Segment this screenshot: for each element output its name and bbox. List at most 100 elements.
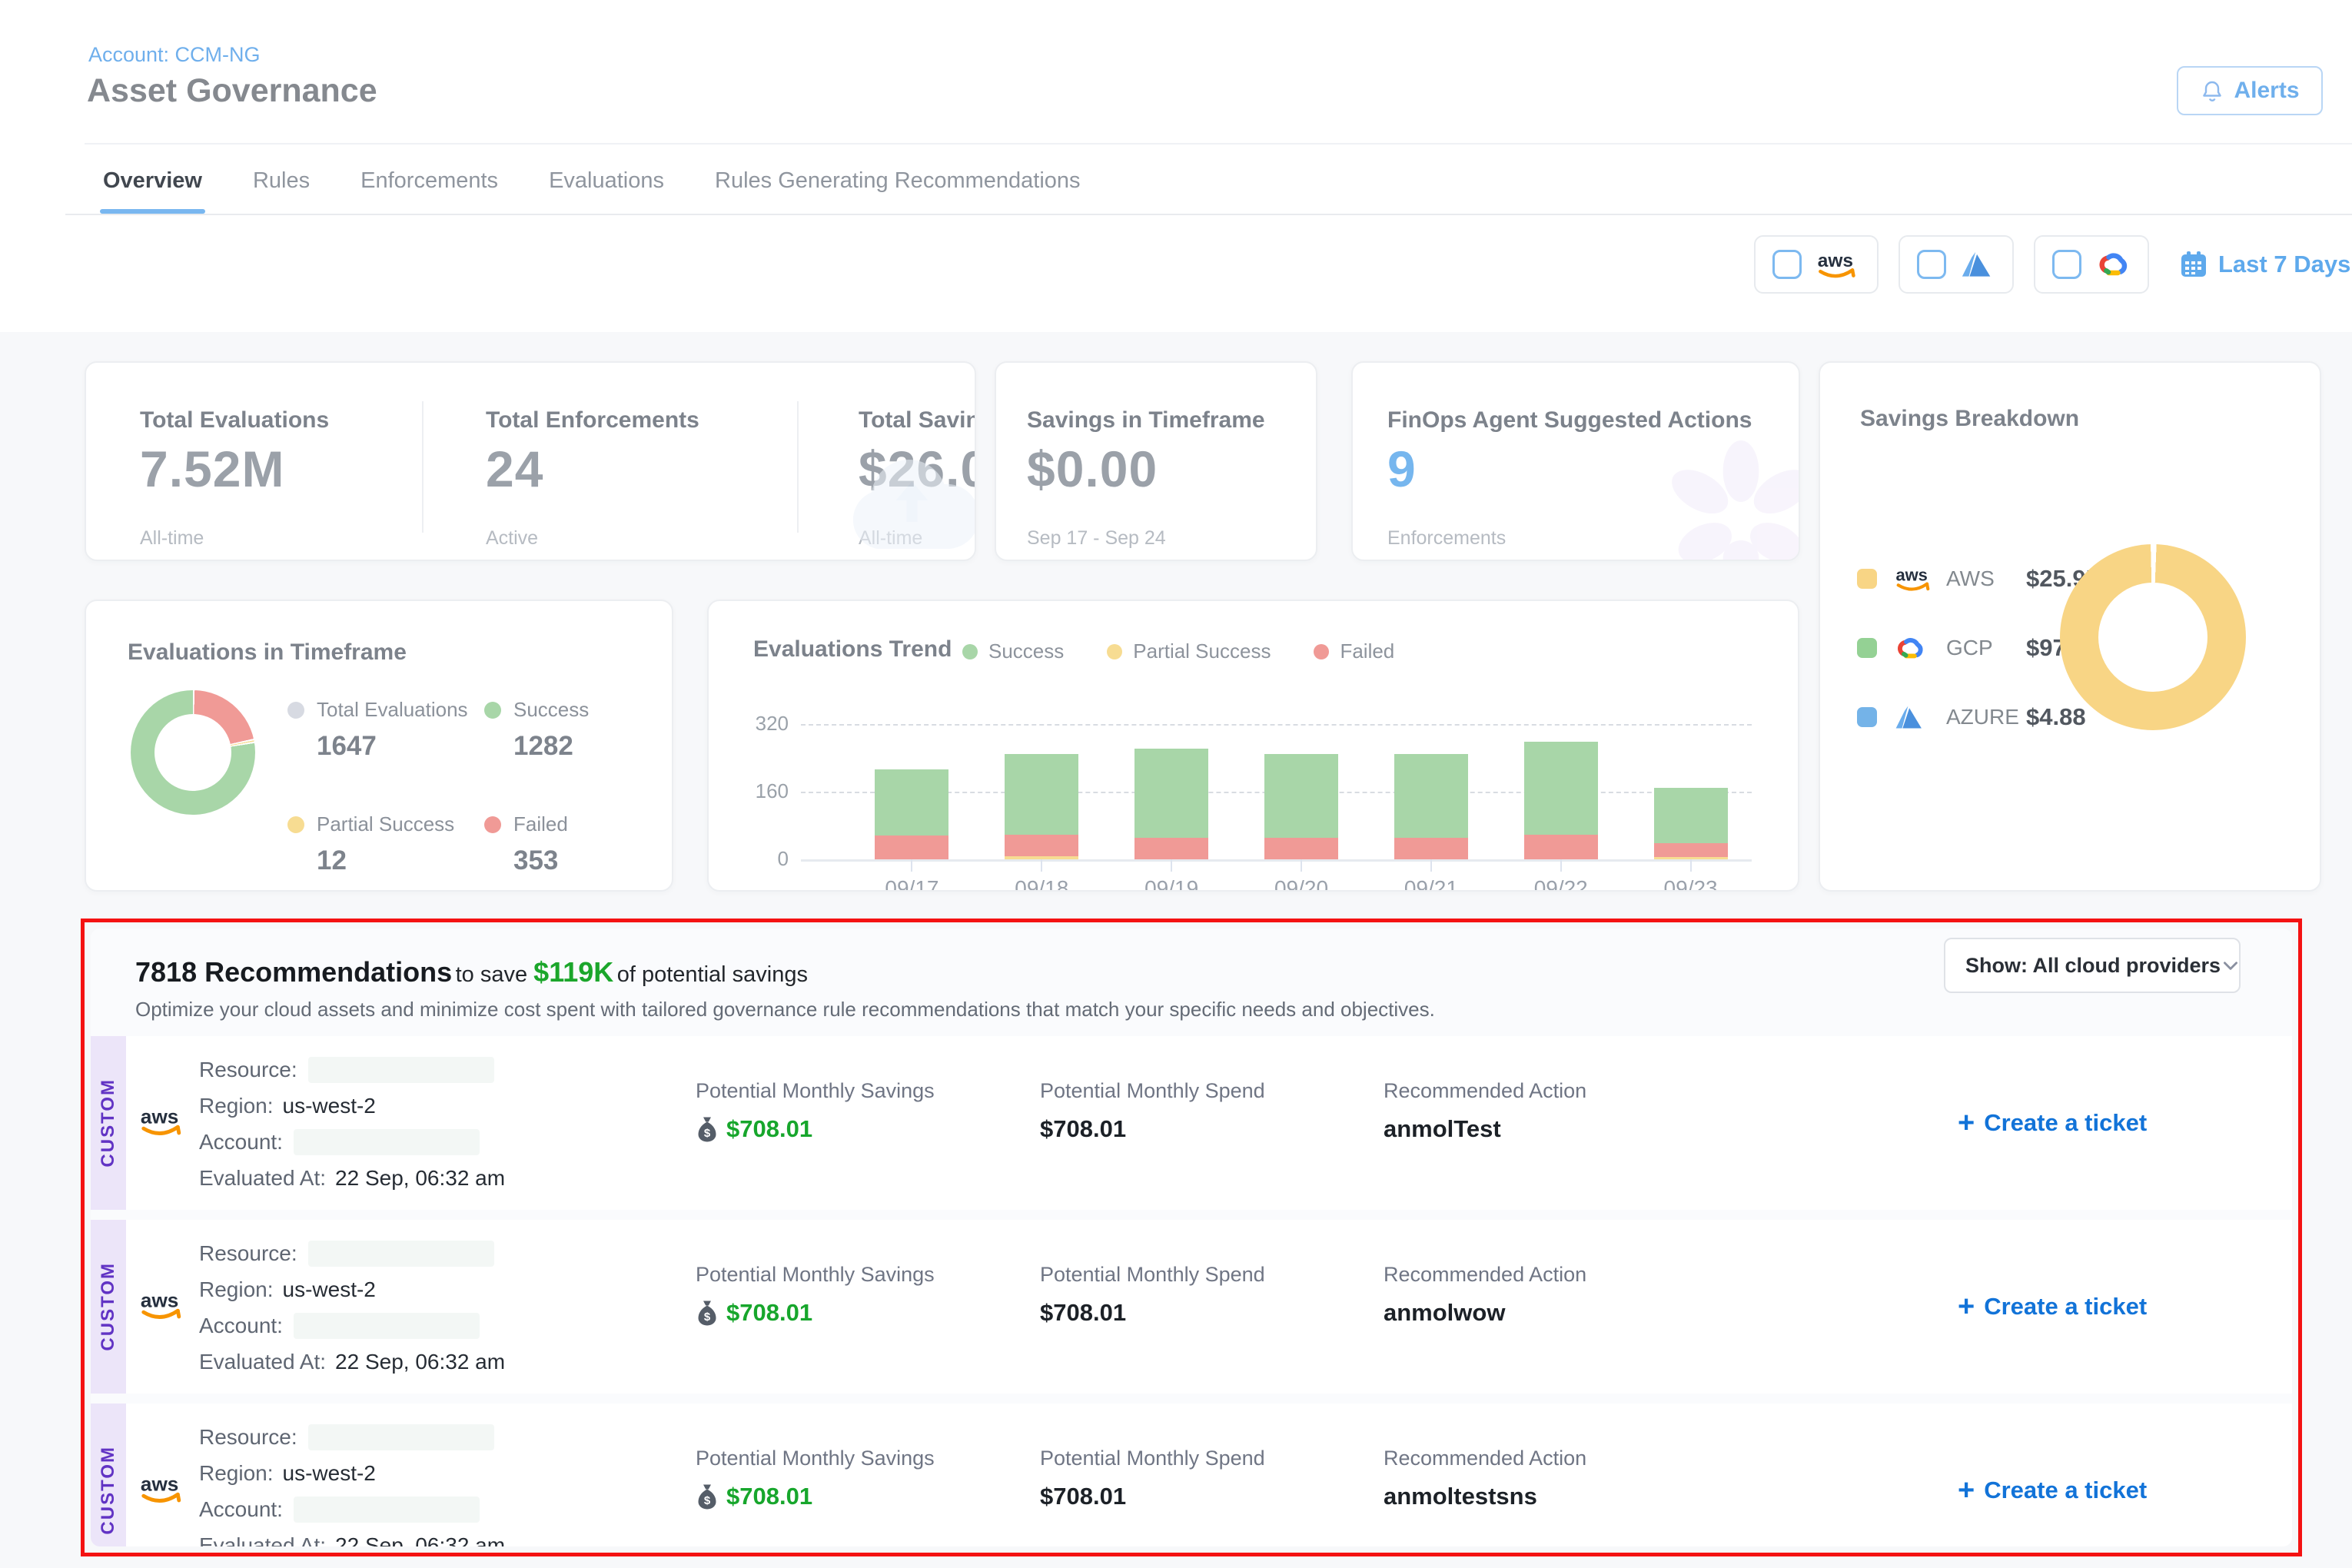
svg-text:$: $ xyxy=(704,1127,711,1140)
segment-success xyxy=(1394,754,1468,838)
y-tick-label: 0 xyxy=(739,847,789,871)
card-title: Savings Breakdown xyxy=(1860,406,2079,432)
evaluations-donut xyxy=(131,690,255,815)
aws-checkbox[interactable] xyxy=(1772,250,1802,279)
bell-icon xyxy=(2200,78,2224,103)
potential-monthly-savings: Potential Monthly Savings $$708.01 xyxy=(696,1447,935,1510)
recommended-action: Recommended Action anmolTest xyxy=(1384,1079,1586,1143)
tab-enforcements[interactable]: Enforcements xyxy=(357,158,501,214)
stat-title: Savings in Timeframe xyxy=(1027,407,1265,434)
tab-overview[interactable]: Overview xyxy=(100,158,205,214)
tabs-baseline xyxy=(65,214,2352,215)
alerts-button[interactable]: Alerts xyxy=(2177,66,2323,115)
legend-item-success: Success 1282 xyxy=(484,698,673,762)
calendar-icon xyxy=(2180,251,2207,278)
potential-monthly-savings: Potential Monthly Savings $$708.01 xyxy=(696,1263,935,1327)
stacked-bar-09-22 xyxy=(1524,742,1598,859)
redacted-account-value xyxy=(294,1313,480,1339)
potential-savings-amount: $119K xyxy=(533,956,613,988)
account-breadcrumb[interactable]: Account: CCM-NG xyxy=(88,43,261,67)
provider-filter-aws[interactable]: aws xyxy=(1754,235,1879,294)
recommendation-row-body: aws Resource: Region:us-west-2 Account: … xyxy=(126,1220,2292,1394)
provider-filter-azure[interactable] xyxy=(1899,235,2014,294)
tab-bar: Overview Rules Enforcements Evaluations Rule… xyxy=(100,158,1084,214)
x-label-cell: 09/20 xyxy=(1237,859,1367,892)
stacked-bar-09-19 xyxy=(1134,749,1208,859)
create-ticket-button[interactable]: + Create a ticket xyxy=(1958,1109,2147,1137)
bar-slot-09-17 xyxy=(847,716,977,859)
tab-rules[interactable]: Rules xyxy=(250,158,313,214)
bar-slot-09-20 xyxy=(1237,716,1367,859)
flower-watermark-icon xyxy=(1664,440,1800,561)
legend-dot xyxy=(962,644,978,659)
stat-divider xyxy=(422,401,424,533)
x-label-cell: 09/21 xyxy=(1366,859,1496,892)
recommendations-highlight-region: 7818 Recommendations to save $119K of po… xyxy=(81,919,2302,1556)
recommended-action: Recommended Action anmolwow xyxy=(1384,1263,1586,1327)
stacked-bar-09-21 xyxy=(1394,754,1468,859)
header-divider xyxy=(85,143,2352,145)
money-bag-icon: $ xyxy=(696,1116,719,1142)
x-tick xyxy=(1301,859,1302,872)
recommended-action: Recommended Action anmoltestsns xyxy=(1384,1447,1586,1510)
finops-agent-card: FinOps Agent Suggested Actions 9 Enforce… xyxy=(1351,361,1800,561)
trend-bars xyxy=(847,716,1756,859)
recommendation-row: CUSTOM aws Resource: Region:us-west-2 Ac… xyxy=(91,1404,2292,1546)
money-bag-icon: $ xyxy=(696,1483,719,1510)
azure-logo-icon xyxy=(1960,249,1995,280)
x-tick xyxy=(1430,859,1432,872)
plus-icon: + xyxy=(1958,1111,1975,1134)
bar-slot-09-22 xyxy=(1496,716,1626,859)
create-ticket-button[interactable]: + Create a ticket xyxy=(1958,1293,2147,1321)
recommendations-subtitle: Optimize your cloud assets and minimize … xyxy=(135,998,2247,1022)
bar-slot-09-18 xyxy=(977,716,1107,859)
potential-monthly-savings: Potential Monthly Savings $$708.01 xyxy=(696,1079,935,1143)
azure-checkbox[interactable] xyxy=(1917,250,1946,279)
date-range-filter[interactable]: Last 7 Days xyxy=(2180,251,2352,278)
aws-logo-icon: aws xyxy=(138,1473,186,1508)
stat-title: Total Evaluations xyxy=(140,407,329,434)
bar-slot-09-19 xyxy=(1107,716,1237,859)
tab-rules-generating-recommendations[interactable]: Rules Generating Recommendations xyxy=(712,158,1084,214)
stacked-bar-09-18 xyxy=(1005,754,1078,859)
x-label-cell: 09/22 xyxy=(1496,859,1626,892)
legend-item-failed: Failed 353 xyxy=(484,812,673,876)
redacted-resource-value xyxy=(308,1424,494,1450)
segment-success xyxy=(1134,749,1208,838)
stacked-bar-09-17 xyxy=(875,769,948,859)
trend-legend: Success Partial Success Failed xyxy=(962,639,1394,663)
legend-swatch xyxy=(1857,569,1877,589)
segment-success xyxy=(1264,754,1338,838)
stacked-bar-09-23 xyxy=(1654,788,1728,859)
stat-title: Total Savings xyxy=(859,407,976,434)
segment-failed xyxy=(1524,835,1598,859)
svg-text:aws: aws xyxy=(1895,566,1927,585)
provider-filter-gcp[interactable] xyxy=(2034,235,2149,294)
resource-details: Resource: Region:us-west-2 Account: Eval… xyxy=(199,1419,505,1546)
stat-title: FinOps Agent Suggested Actions xyxy=(1387,407,1752,434)
heading-tail: of potential savings xyxy=(617,962,808,987)
legend-dot xyxy=(484,702,501,719)
savings-in-timeframe-card: Savings in Timeframe $0.00 Sep 17 - Sep … xyxy=(995,361,1317,561)
money-bag-icon: $ xyxy=(696,1116,719,1142)
heading-mid: to save xyxy=(456,962,528,987)
cloud-provider-dropdown[interactable]: Show: All cloud providers xyxy=(1944,938,2241,993)
x-label-cell: 09/19 xyxy=(1107,859,1237,892)
recommendation-row: CUSTOM aws Resource: Region:us-west-2 Ac… xyxy=(91,1036,2292,1210)
tab-evaluations[interactable]: Evaluations xyxy=(546,158,667,214)
breakdown-legend-azure: AZURE $4.88 xyxy=(1857,695,2103,739)
segment-success xyxy=(1654,788,1728,843)
stat-subtitle: Enforcements xyxy=(1387,527,1506,550)
stat-value: 24 xyxy=(486,440,543,498)
trend-legend-failed: Failed xyxy=(1314,639,1394,663)
plus-icon: + xyxy=(1958,1479,1975,1502)
legend-dot xyxy=(1107,644,1122,659)
card-title: Evaluations in Timeframe xyxy=(128,639,407,666)
recommendations-header: 7818 Recommendations to save $119K of po… xyxy=(91,929,2292,1008)
potential-monthly-spend: Potential Monthly Spend $708.01 xyxy=(1040,1447,1265,1510)
gcp-checkbox[interactable] xyxy=(2052,250,2081,279)
svg-text:aws: aws xyxy=(141,1105,178,1128)
create-ticket-button[interactable]: + Create a ticket xyxy=(1958,1477,2147,1504)
x-tick xyxy=(911,859,912,872)
bar-slot-09-23 xyxy=(1626,716,1756,859)
